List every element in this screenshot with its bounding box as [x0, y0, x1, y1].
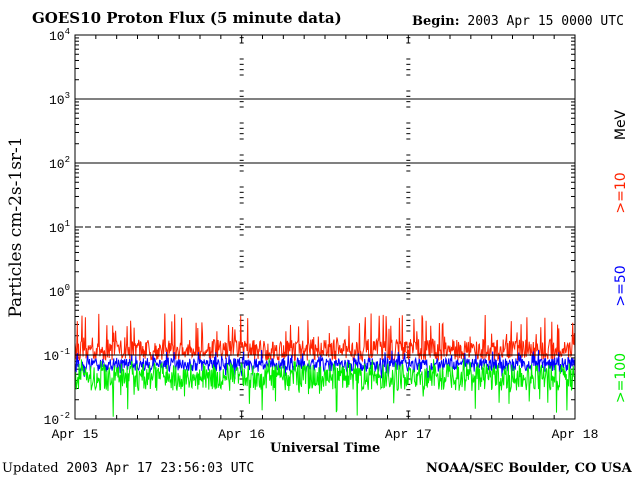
y-tick-exponent: -2 — [59, 411, 70, 421]
series-line — [74, 358, 576, 417]
updated-time: Updated 2003 Apr 17 23:56:03 UTC — [2, 461, 254, 476]
x-tick-label: Apr 17 — [385, 427, 432, 442]
legend-unit: MeV — [613, 109, 629, 140]
y-tick-base: 10 — [44, 349, 60, 364]
x-tick-label: Apr 16 — [218, 427, 265, 442]
begin-label: Begin: — [412, 14, 460, 29]
plot-frame — [74, 34, 576, 420]
x-axis-label: Universal Time — [270, 441, 381, 456]
y-tick-base: 10 — [49, 157, 65, 172]
updated-value: 2003 Apr 17 23:56:03 UTC — [66, 461, 255, 476]
y-tick-label: 101 — [49, 219, 70, 236]
y-tick-base: 10 — [49, 29, 65, 44]
y-tick-base: 10 — [44, 413, 60, 428]
credit-text: NOAA/SEC Boulder, CO USA — [426, 461, 632, 476]
y-tick-base: 10 — [49, 285, 65, 300]
series-line — [74, 313, 576, 363]
y-tick-base: 10 — [49, 221, 65, 236]
y-tick-exponent: 4 — [65, 27, 70, 37]
legend-label: >=10 — [613, 172, 629, 213]
y-tick-exponent: -1 — [59, 347, 70, 357]
y-tick-label: 103 — [49, 91, 70, 108]
y-axis-label: Particles cm-2s-1sr-1 — [6, 136, 26, 317]
y-tick-label: 102 — [49, 155, 70, 172]
chart-title: GOES10 Proton Flux (5 minute data) — [32, 9, 342, 27]
begin-value: 2003 Apr 15 0000 UTC — [467, 14, 624, 29]
x-tick-label: Apr 18 — [552, 427, 599, 442]
y-tick-base: 10 — [49, 93, 65, 108]
y-tick-label: 10-2 — [44, 411, 70, 428]
y-tick-exponent: 1 — [65, 219, 70, 229]
y-tick-label: 10-1 — [44, 347, 70, 364]
x-tick-label: Apr 15 — [52, 427, 99, 442]
y-tick-label: 104 — [49, 27, 70, 44]
updated-label: Updated — [2, 461, 59, 476]
series-line — [74, 349, 576, 380]
y-tick-label: 100 — [49, 283, 70, 300]
y-tick-exponent: 3 — [65, 91, 70, 101]
legend-label: >=50 — [613, 265, 629, 306]
legend-label: >=100 — [613, 353, 629, 403]
y-tick-exponent: 0 — [65, 283, 70, 293]
begin-time: Begin: 2003 Apr 15 0000 UTC — [412, 14, 624, 29]
y-tick-exponent: 2 — [65, 155, 70, 165]
